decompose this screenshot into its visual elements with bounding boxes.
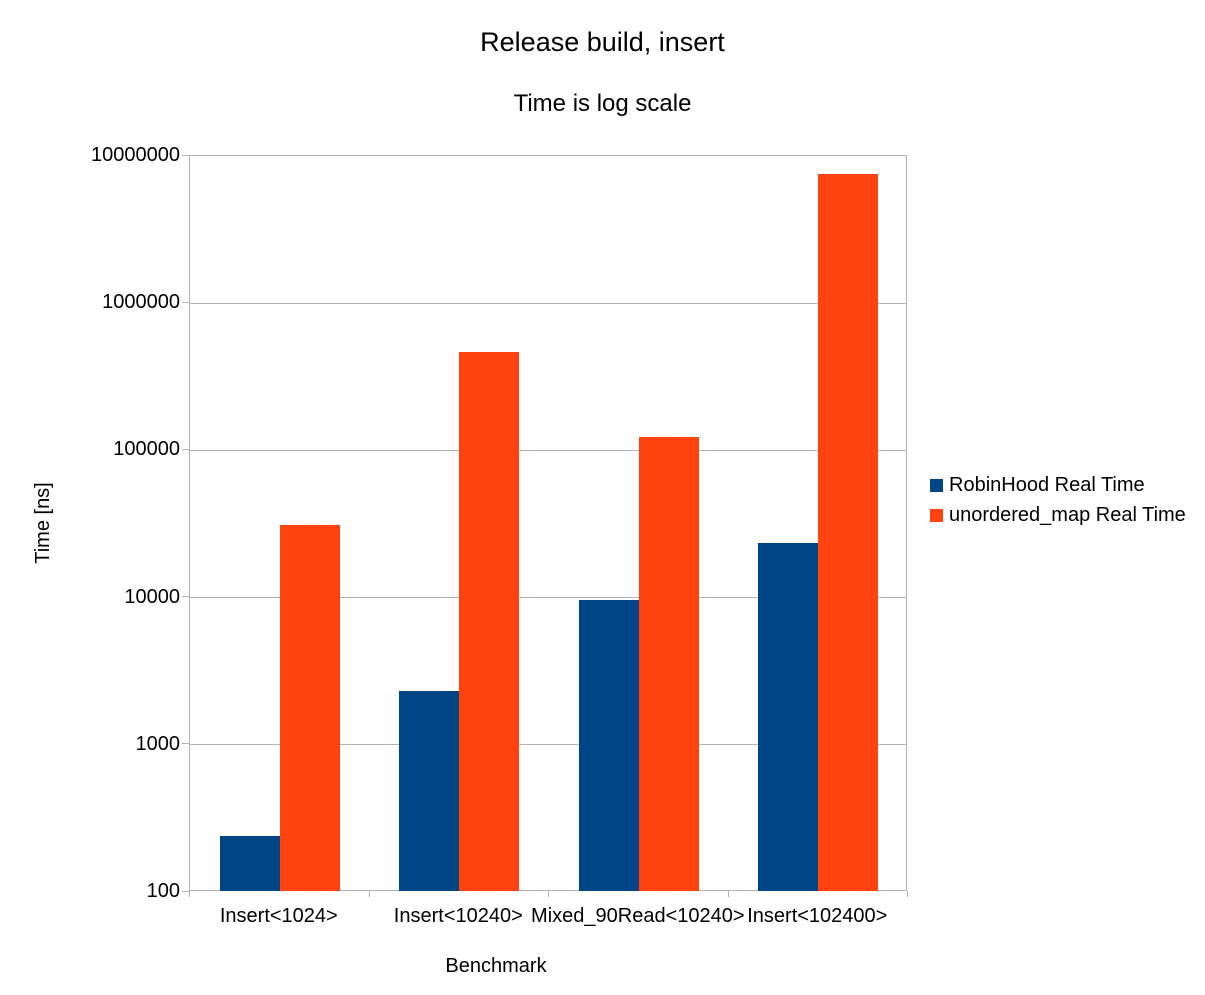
x-tick-mark	[189, 891, 190, 897]
bar-unordered-map-real-time-1	[459, 351, 520, 891]
y-tick-label: 1000000	[102, 291, 180, 314]
bar-robinhood-real-time-0	[219, 836, 280, 891]
y-tick-label: 100	[146, 880, 180, 902]
legend: RobinHood Real Time unordered_map Real Ti…	[930, 474, 1186, 534]
y-axis-title: Time [ns]	[32, 482, 54, 564]
x-tick-mark	[727, 891, 729, 897]
x-tick-mark	[368, 891, 370, 897]
bar-robinhood-real-time-1	[399, 690, 460, 891]
x-axis-title: Benchmark	[445, 955, 547, 977]
x-category-label: Insert<10240>	[393, 905, 523, 927]
chart-title: Release build, insert	[480, 27, 725, 57]
x-tick-mark	[548, 891, 549, 897]
legend-label: unordered_map Real Time	[949, 504, 1186, 526]
chart-subtitle: Time is log scale	[513, 90, 692, 117]
legend-swatch-unordered-map-real-time	[930, 508, 943, 522]
y-tick-mark	[182, 890, 189, 892]
legend-label: RobinHood Real Time	[949, 474, 1145, 496]
y-tick-label: 10000000	[91, 144, 180, 166]
legend-item-unordered-map-real-time: unordered_map Real Time	[930, 504, 1186, 526]
bar-unordered-map-real-time-2	[638, 436, 699, 891]
gridline-y	[190, 449, 906, 451]
y-tick-label: 100000	[113, 438, 180, 461]
bar-robinhood-real-time-2	[578, 599, 639, 891]
legend-swatch-robinhood-real-time	[930, 478, 943, 492]
x-category-label: Insert<1024>	[219, 905, 338, 927]
gridline-y	[190, 302, 906, 304]
y-tick-mark	[182, 448, 189, 450]
x-category-label: Insert<102400>	[747, 905, 888, 927]
y-tick-mark	[182, 154, 189, 156]
legend-item-robinhood-real-time: RobinHood Real Time	[930, 474, 1186, 496]
y-tick-label: 1000	[135, 732, 181, 755]
y-tick-mark	[182, 743, 189, 745]
y-tick-mark	[182, 301, 189, 303]
gridline-y	[190, 744, 906, 746]
plot-area	[189, 155, 907, 891]
bar-unordered-map-real-time-0	[279, 525, 340, 891]
x-category-label: Mixed_90Read<10240>	[531, 905, 745, 927]
y-tick-label: 10000	[124, 585, 180, 608]
bar-robinhood-real-time-3	[758, 543, 819, 891]
y-tick-mark	[182, 596, 189, 598]
bar-unordered-map-real-time-3	[818, 174, 879, 891]
x-tick-mark	[907, 891, 908, 897]
gridline-y	[190, 597, 906, 599]
